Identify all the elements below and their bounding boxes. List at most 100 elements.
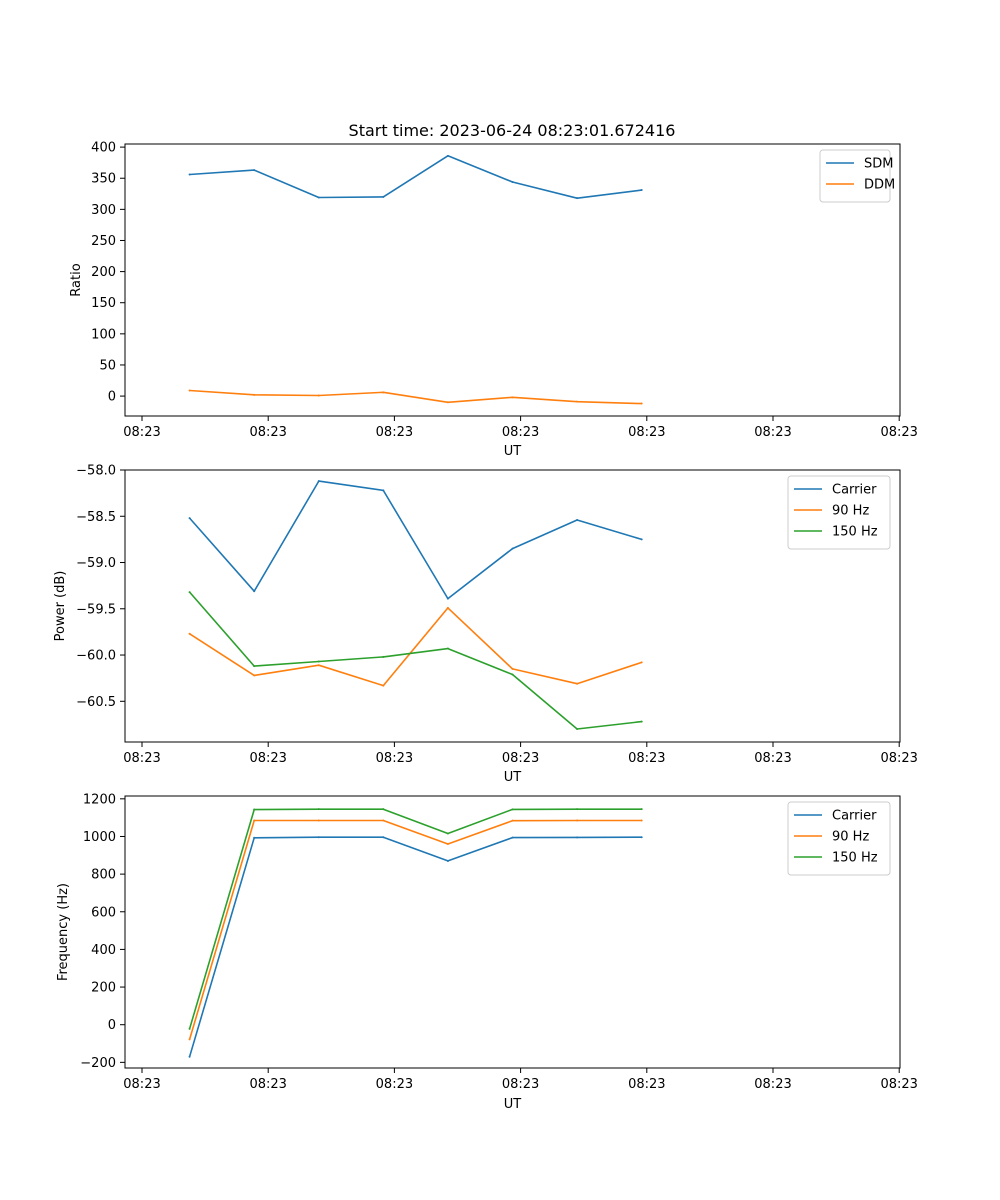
data-point xyxy=(511,836,514,839)
data-point xyxy=(188,173,191,176)
data-point xyxy=(253,808,256,811)
legend-entry: 150 Hz xyxy=(832,525,878,540)
plot-area xyxy=(124,143,901,417)
y-tick-label: −58.5 xyxy=(76,510,116,525)
data-point xyxy=(317,196,320,199)
data-point xyxy=(640,836,643,839)
y-tick-label: 300 xyxy=(91,203,116,218)
data-point xyxy=(576,400,579,403)
data-point xyxy=(511,673,514,676)
y-tick-label: 1000 xyxy=(83,830,116,845)
data-point xyxy=(188,632,191,635)
data-point xyxy=(446,843,449,845)
data-point xyxy=(253,169,256,172)
x-tick-label: 08:23 xyxy=(123,425,160,440)
series-line-90-hz xyxy=(188,819,642,1040)
x-tick-label: 08:23 xyxy=(628,1077,665,1092)
data-point xyxy=(317,480,320,483)
x-tick-label: 08:23 xyxy=(376,1077,413,1092)
x-tick-label: 08:23 xyxy=(628,425,665,440)
x-tick-label: 08:23 xyxy=(123,1077,160,1092)
data-point xyxy=(317,836,320,839)
data-point xyxy=(317,664,320,667)
data-point xyxy=(317,394,320,397)
y-tick-label: 200 xyxy=(91,265,116,280)
x-tick-label: 08:23 xyxy=(502,1077,539,1092)
x-tick-label: 08:23 xyxy=(376,751,413,766)
x-tick-label: 08:23 xyxy=(249,425,286,440)
legend-entry: 150 Hz xyxy=(832,851,878,866)
data-point xyxy=(446,647,449,650)
y-axis-label: Ratio xyxy=(69,263,84,296)
series-line-carrier xyxy=(188,836,642,1057)
x-axis-label: UT xyxy=(504,770,522,785)
series-line-ddm xyxy=(189,389,642,405)
y-tick-label: 0 xyxy=(108,390,116,405)
data-point xyxy=(446,832,449,835)
x-tick-label: 08:23 xyxy=(249,1077,286,1092)
data-point xyxy=(446,154,449,157)
legend-entry: SDM xyxy=(864,157,893,172)
legend: Carrier 90 Hz 150 Hz xyxy=(787,475,891,550)
x-tick-label: 08:23 xyxy=(880,751,917,766)
x-tick-label: 08:23 xyxy=(880,1077,917,1092)
data-point xyxy=(511,180,514,183)
x-tick-label: 08:23 xyxy=(754,751,791,766)
data-point xyxy=(253,836,256,839)
y-tick-label: 600 xyxy=(91,905,116,920)
x-tick-label: 08:23 xyxy=(502,425,539,440)
data-point xyxy=(576,808,579,811)
x-tick-label: 08:23 xyxy=(123,751,160,766)
chart-panel-1: 08:2308:2308:2308:2308:2308:2308:2308:24… xyxy=(69,141,918,459)
data-point xyxy=(188,1027,191,1030)
data-point xyxy=(511,667,514,670)
series-line-150-hz xyxy=(188,591,642,730)
data-point xyxy=(253,393,256,396)
data-point xyxy=(446,401,449,404)
data-point xyxy=(640,189,643,192)
legend-entry: Carrier xyxy=(832,809,877,824)
y-tick-label: −59.0 xyxy=(76,556,116,571)
x-tick-label: 08:23 xyxy=(880,425,917,440)
data-point xyxy=(382,195,385,198)
data-point xyxy=(253,590,256,593)
data-point xyxy=(382,391,385,394)
data-point xyxy=(640,661,643,664)
data-point xyxy=(382,684,385,687)
x-tick-label: 08:23 xyxy=(376,425,413,440)
y-axis-label: Power (dB) xyxy=(53,571,68,642)
data-point xyxy=(382,655,385,658)
data-point xyxy=(317,819,320,822)
x-tick-label: 08:23 xyxy=(502,751,539,766)
figure-title: Start time: 2023-06-24 08:23:01.672416 xyxy=(349,121,676,140)
data-point xyxy=(446,859,449,862)
y-tick-label: 250 xyxy=(91,234,116,249)
x-tick-label: 08:23 xyxy=(754,425,791,440)
plot-area xyxy=(124,795,901,1069)
data-point xyxy=(446,606,449,609)
y-tick-label: 150 xyxy=(91,296,116,311)
data-point xyxy=(382,819,385,822)
x-tick-label: 08:23 xyxy=(628,751,665,766)
data-point xyxy=(576,836,579,839)
data-point xyxy=(317,660,320,663)
series-line-carrier xyxy=(189,480,642,600)
data-point xyxy=(511,808,514,811)
y-tick-label: −59.5 xyxy=(76,602,116,617)
y-tick-label: −200 xyxy=(80,1056,116,1071)
data-point xyxy=(640,538,643,541)
data-point xyxy=(253,674,256,677)
y-tick-label: −60.0 xyxy=(76,649,116,664)
data-point xyxy=(511,547,514,550)
data-point xyxy=(576,728,579,731)
data-point xyxy=(188,591,191,594)
data-point xyxy=(576,518,579,521)
data-point xyxy=(317,808,320,811)
data-point xyxy=(188,389,191,392)
legend: SDM DDM xyxy=(819,149,895,203)
x-tick-label: 08:23 xyxy=(754,1077,791,1092)
panels: 08:2308:2308:2308:2308:2308:2308:2308:24… xyxy=(53,141,918,1112)
y-tick-label: 200 xyxy=(91,981,116,996)
y-tick-label: 800 xyxy=(91,868,116,883)
